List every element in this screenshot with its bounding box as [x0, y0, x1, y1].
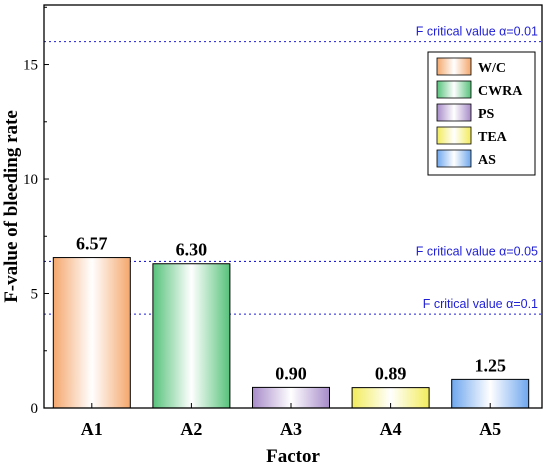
legend-label: CWRA	[478, 84, 523, 99]
legend-label: W/C	[478, 61, 506, 76]
y-tick-label: 15	[23, 58, 38, 74]
legend-swatch	[436, 126, 472, 145]
bar-a1	[52, 257, 131, 409]
x-tick-label: A5	[479, 419, 501, 439]
legend-label: AS	[478, 153, 496, 168]
y-axis-title: F-value of bleeding rate	[1, 110, 22, 303]
x-tick-label: A1	[81, 419, 103, 439]
y-tick-label: 0	[31, 401, 39, 417]
reference-line-label: F critical value α=0.1	[423, 297, 538, 311]
y-tick-label: 5	[31, 287, 39, 303]
value-labels: 6.57 6.30 0.90 0.89 1.25	[76, 234, 506, 384]
bar-a2	[152, 263, 231, 409]
y-tick-label: 10	[23, 172, 38, 188]
value-label: 0.89	[375, 364, 407, 384]
legend-swatch	[436, 57, 472, 76]
axis-ticks: A1 A2 A3 A4 A5 0 5 10 15	[23, 6, 501, 439]
legend-swatch	[436, 103, 472, 122]
legend-label: PS	[478, 107, 495, 122]
value-label: 0.90	[275, 363, 307, 383]
x-axis-title: Factor	[266, 446, 320, 467]
plot-frame	[43, 4, 543, 409]
value-label: 6.30	[176, 240, 208, 260]
value-label: 6.57	[76, 234, 108, 254]
legend-swatch	[436, 149, 472, 168]
legend-label: TEA	[478, 130, 508, 145]
value-label: 1.25	[474, 355, 506, 375]
x-tick-label: A4	[380, 419, 402, 439]
legend: W/C CWRA PS TEA AS	[427, 51, 536, 176]
x-tick-label: A2	[180, 419, 202, 439]
bars	[52, 257, 530, 409]
legend-swatch	[436, 80, 472, 99]
reference-line-label: F critical value α=0.01	[416, 25, 538, 39]
reference-lines: F critical value α=0.01 F critical value …	[44, 25, 542, 315]
x-tick-label: A3	[280, 419, 302, 439]
reference-line-label: F critical value α=0.05	[416, 244, 538, 258]
